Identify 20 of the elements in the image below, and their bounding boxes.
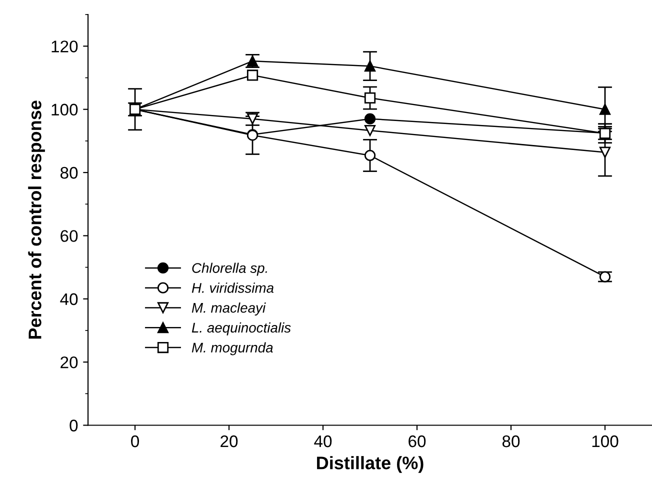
y-tick-label: 100: [52, 104, 78, 116]
legend-label: H. viridissima: [192, 282, 274, 293]
legend-label: M. mogurnda: [192, 342, 273, 356]
legend-label: Chlorella sp.: [192, 262, 267, 276]
x-axis-title: Distillate (%): [317, 456, 424, 473]
x-tick-label: 40: [314, 435, 332, 448]
x-tick-label: 100: [592, 435, 618, 448]
y-tick-label: 40: [60, 293, 78, 306]
y-tick-label: 80: [60, 166, 78, 179]
y-tick-label: 120: [52, 40, 78, 52]
legend-label: L. aequinoctialis: [192, 322, 291, 336]
y-tick-label: 0: [70, 420, 78, 432]
x-tick-label: 20: [220, 435, 238, 448]
y-tick-label: 60: [60, 230, 78, 242]
x-tick-label: 60: [408, 435, 426, 448]
y-tick-label: 20: [60, 356, 78, 368]
legend-label: M. macleayi: [192, 302, 266, 316]
x-tick-label: 0: [131, 435, 139, 448]
y-axis-title: Percent of control response: [28, 100, 45, 339]
x-tick-label: 80: [502, 435, 520, 448]
